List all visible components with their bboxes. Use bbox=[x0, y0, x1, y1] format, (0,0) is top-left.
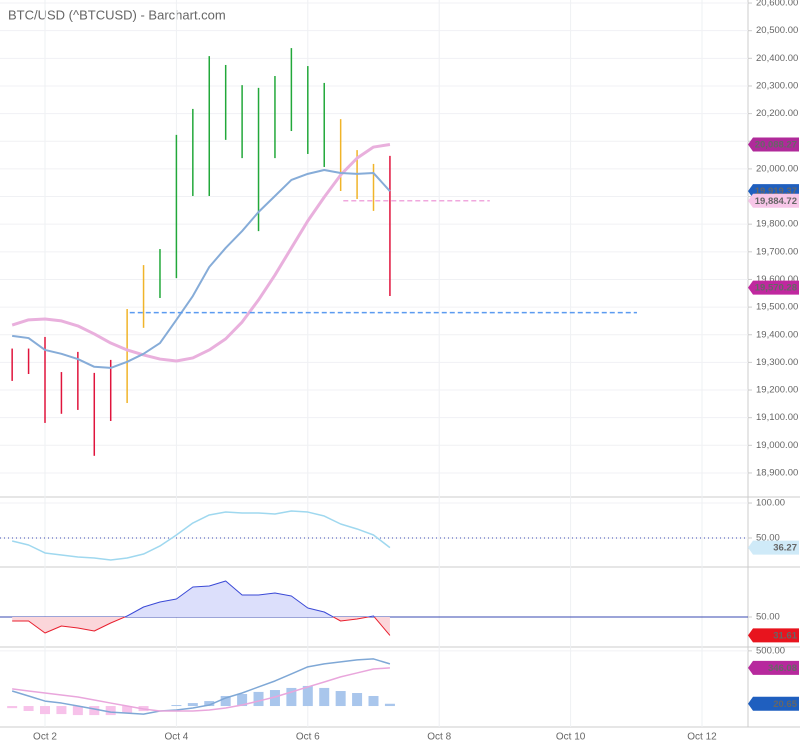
histogram-bar bbox=[56, 706, 67, 715]
y-tick-label: 19,100.00 bbox=[756, 412, 798, 423]
histogram-bar bbox=[23, 706, 34, 711]
histogram-bar bbox=[352, 693, 363, 707]
indicator-line bbox=[11, 658, 391, 715]
histogram-bar bbox=[204, 701, 215, 707]
y-tick-label: 20,400.00 bbox=[756, 53, 798, 64]
price-label-box bbox=[748, 137, 799, 152]
moving-average bbox=[11, 143, 391, 363]
price-label: 36.27 bbox=[773, 543, 797, 554]
indicator-line bbox=[123, 580, 376, 617]
price-label-box bbox=[748, 540, 799, 555]
histogram-bar bbox=[105, 706, 116, 716]
y-tick-label: 20,200.00 bbox=[756, 108, 798, 119]
histogram-bar bbox=[122, 706, 133, 714]
price-label: 19,884.72 bbox=[755, 196, 797, 207]
histogram-bar bbox=[171, 705, 182, 707]
panel: 500.00 346.08 20.65 bbox=[0, 645, 799, 716]
chart-title: BTC/USD (^BTCUSD) - Barchart.com bbox=[8, 7, 226, 22]
histogram-bar bbox=[302, 685, 313, 707]
area-fill bbox=[12, 617, 390, 636]
moving-average bbox=[12, 168, 391, 369]
price-label-box bbox=[748, 193, 799, 208]
y-tick-label: 20,300.00 bbox=[756, 80, 798, 91]
y-tick-label: 19,400.00 bbox=[756, 329, 798, 340]
y-tick-label: 20,000.00 bbox=[756, 163, 798, 174]
histogram-bar bbox=[7, 706, 18, 709]
x-tick-label: Oct 2 bbox=[33, 732, 57, 743]
price-label: 346.08 bbox=[768, 663, 797, 674]
area-fill bbox=[12, 581, 390, 617]
indicator-line bbox=[11, 510, 391, 561]
price-label-box bbox=[748, 660, 799, 675]
histogram-bar bbox=[237, 694, 248, 707]
price-label: 20.65 bbox=[773, 699, 797, 710]
price-label: 19,570.28 bbox=[755, 283, 797, 294]
y-tick-label: 19,000.00 bbox=[756, 440, 798, 451]
y-tick-label: 50.00 bbox=[756, 533, 780, 544]
y-tick-label: 20,600.00 bbox=[756, 0, 798, 9]
y-tick-label: 19,600.00 bbox=[756, 274, 798, 285]
histogram-bar bbox=[384, 703, 395, 707]
x-tick-label: Oct 8 bbox=[427, 732, 451, 743]
histogram-bar bbox=[220, 695, 231, 707]
y-tick-label: 50.00 bbox=[756, 612, 780, 623]
histogram-bar bbox=[72, 706, 83, 716]
x-tick-label: Oct 10 bbox=[556, 732, 586, 743]
price-label-box bbox=[748, 696, 799, 711]
price-label-box bbox=[748, 280, 799, 295]
y-tick-label: 19,800.00 bbox=[756, 219, 798, 230]
price-label: 19,919.37 bbox=[755, 186, 797, 197]
y-tick-label: 19,700.00 bbox=[756, 246, 798, 257]
histogram-bar bbox=[187, 703, 198, 707]
histogram-bar bbox=[89, 706, 100, 716]
y-tick-label: 100.00 bbox=[756, 498, 785, 509]
price-label: 31.61 bbox=[773, 630, 797, 641]
y-tick-label: 19,500.00 bbox=[756, 302, 798, 313]
histogram-bar bbox=[335, 691, 346, 707]
y-tick-label: 19,200.00 bbox=[756, 385, 798, 396]
y-tick-label: 20,500.00 bbox=[756, 25, 798, 36]
panel: 50.00 31.61 bbox=[0, 580, 799, 643]
price-label: 20,088.27 bbox=[755, 140, 797, 151]
y-tick-label: 19,300.00 bbox=[756, 357, 798, 368]
panel: 18,900.00 19,000.00 19,100.00 19,200.00 19,3… bbox=[0, 0, 799, 478]
histogram-bar bbox=[319, 687, 330, 707]
x-tick-label: Oct 6 bbox=[296, 732, 320, 743]
histogram-bar bbox=[269, 690, 280, 707]
histogram-bar bbox=[368, 695, 379, 707]
histogram-bar bbox=[40, 706, 51, 715]
histogram-bar bbox=[286, 687, 297, 707]
price-label-box bbox=[748, 628, 799, 643]
y-tick-label: 500.00 bbox=[756, 645, 785, 656]
x-tick-label: Oct 12 bbox=[687, 732, 717, 743]
histogram-bar bbox=[253, 691, 264, 707]
indicator-line bbox=[12, 667, 390, 712]
x-tick-label: Oct 4 bbox=[164, 732, 188, 743]
y-tick-label: 18,900.00 bbox=[756, 467, 798, 478]
indicator-line bbox=[12, 617, 391, 636]
